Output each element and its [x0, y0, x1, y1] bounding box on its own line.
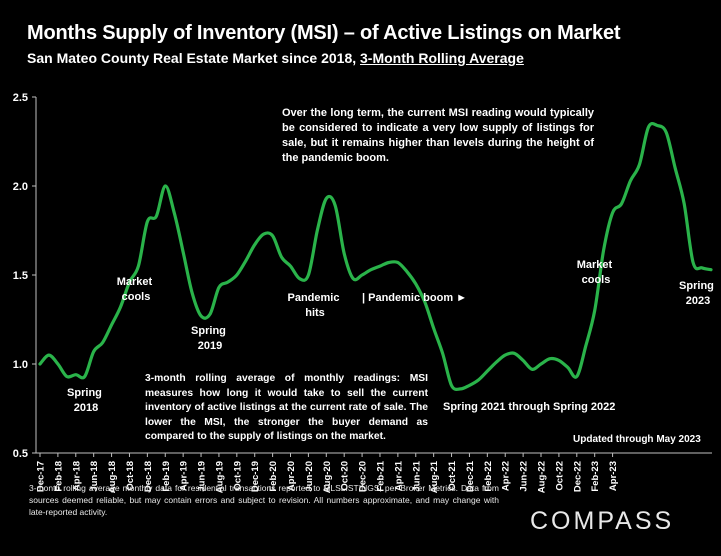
annotation-spring-2019-line2: 2019	[198, 340, 222, 352]
x-tick-label: Dec-19	[250, 461, 261, 492]
x-tick-label: Apr-21	[393, 460, 404, 491]
annotation-spring-2023-line2: 2023	[686, 295, 710, 307]
annotation-spring-2023: Spring 2023	[679, 280, 717, 307]
annotation-spring-2023-line1: Spring	[679, 280, 714, 292]
x-tick-label: Jun-22	[519, 461, 530, 492]
annotation-market-cools-2022-line1: Market	[577, 259, 613, 271]
x-tick-label: Aug-21	[429, 460, 440, 493]
chart-subtitle: San Mateo County Real Estate Market sinc…	[27, 50, 524, 66]
annotation-market-cools-2022-line2: cools	[582, 274, 611, 286]
x-tick-label: Jun-19	[197, 461, 208, 492]
x-tick-label: Feb-21	[375, 460, 386, 491]
annotation-market-cools-2018: Market cools	[117, 276, 156, 303]
x-tick-label: Oct-22	[554, 461, 565, 491]
x-tick-label: Oct-19	[232, 461, 243, 491]
x-tick-label: Feb-22	[483, 461, 494, 492]
annotation-spring-2018-line2: 2018	[74, 402, 98, 414]
annotation-pandemic-boom: | Pandemic boom ►	[362, 292, 467, 304]
annotation-spring-2019-line1: Spring	[191, 325, 226, 337]
msi-series-line	[38, 121, 713, 391]
y-tick-label: 1.0	[13, 359, 28, 371]
annotation-spring-2021-2022: Spring 2021 through Spring 2022	[443, 401, 615, 413]
y-tick-label: 0.5	[13, 448, 28, 460]
x-tick-label: Oct-20	[340, 461, 351, 491]
annotation-spring-2019: Spring 2019	[191, 325, 229, 352]
x-tick-label: Feb-19	[161, 461, 172, 492]
x-tick-label: Dec-22	[572, 461, 583, 492]
note-long-term: Over the long term, the current MSI read…	[282, 107, 594, 164]
subtitle-text: San Mateo County Real Estate Market sinc…	[27, 50, 361, 66]
x-tick-label: Aug-18	[107, 461, 118, 493]
x-tick-label: Aug-19	[214, 461, 225, 493]
x-tick-label: Apr-18	[71, 461, 82, 491]
annotation-spring-2018: Spring 2018	[67, 387, 105, 414]
annotation-spring-2018-line1: Spring	[67, 387, 102, 399]
annotation-market-cools-2018-line1: Market	[117, 276, 153, 288]
x-tick-label: Feb-23	[590, 461, 601, 492]
x-tick-label: Dec-18	[143, 461, 154, 492]
x-tick-label: Oct-21	[447, 460, 458, 490]
updated-through-label: Updated through May 2023	[573, 434, 701, 445]
note-msi-definition: 3-month rolling average of monthly readi…	[145, 373, 428, 442]
x-tick-label: Apr-20	[286, 461, 297, 491]
y-tick-label: 2.0	[13, 181, 28, 193]
chart-title: Months Supply of Inventory (MSI) – of Ac…	[27, 22, 621, 44]
x-tick-label: Jun-20	[304, 461, 315, 492]
footer-disclaimer: 3-month rolling average monthly data for…	[29, 483, 499, 517]
annotation-pandemic-hits-line1: Pandemic	[287, 292, 339, 304]
x-tick-label: Feb-18	[53, 461, 64, 492]
y-tick-label: 1.5	[13, 270, 28, 282]
subtitle-underlined-text: 3-Month Rolling Average	[360, 50, 524, 66]
x-tick-label: Dec-17	[36, 461, 47, 492]
x-tick-label: Dec-20	[358, 461, 369, 492]
x-tick-label: Jun-18	[89, 461, 100, 492]
annotation-pandemic-hits-line2: hits	[305, 307, 325, 319]
annotation-pandemic-hits: Pandemic hits	[287, 292, 342, 319]
y-axis-ticks: 0.5 1.0 1.5 2.0 2.5	[13, 92, 36, 460]
x-axis-ticks: Dec-17 Feb-18 Apr-18 Jun-18 Aug-18 Oct-18 Dec-…	[36, 453, 619, 493]
x-tick-label: Oct-18	[125, 461, 136, 491]
x-tick-label: Dec-21	[465, 460, 476, 492]
y-tick-label: 2.5	[13, 92, 28, 104]
annotation-market-cools-2018-line2: cools	[122, 291, 151, 303]
x-tick-label: Apr-19	[179, 461, 190, 491]
x-tick-label: Feb-20	[268, 461, 279, 492]
x-tick-label: Aug-20	[322, 461, 333, 493]
x-tick-label: Jun-21	[411, 460, 422, 491]
x-tick-label: Apr-23	[608, 461, 619, 491]
x-tick-label: Aug-22	[537, 461, 548, 493]
annotation-market-cools-2022: Market cools	[577, 259, 616, 286]
x-tick-label: Apr-22	[501, 461, 512, 491]
compass-logo: COMPASS	[530, 507, 675, 535]
